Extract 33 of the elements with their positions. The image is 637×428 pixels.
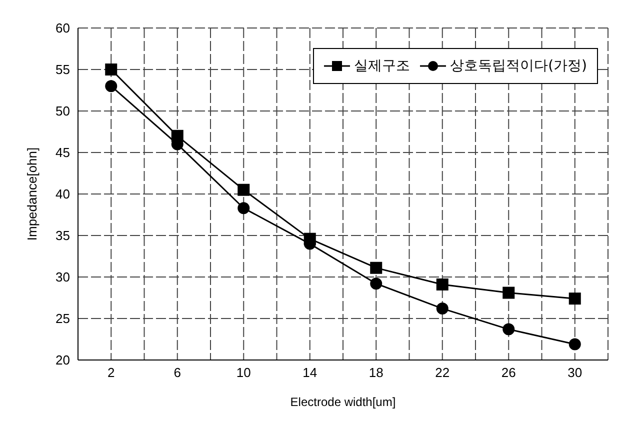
x-tick-label: 18	[368, 365, 384, 380]
y-axis-title: Impedance[ohn]	[24, 147, 40, 241]
x-tick-label: 10	[236, 365, 251, 380]
point	[238, 202, 250, 214]
point	[502, 286, 515, 299]
point	[568, 338, 581, 350]
point	[370, 262, 382, 274]
point	[370, 278, 382, 290]
y-tick-label: 60	[56, 20, 70, 36]
legend-label: 상호독립적이다(가정)	[450, 57, 587, 75]
y-tick-label: 50	[56, 104, 70, 119]
y-tick-label: 25	[56, 311, 70, 326]
x-tick-label: 6	[174, 365, 181, 380]
y-tick-label: 20	[56, 352, 70, 368]
x-tick-label: 26	[501, 365, 516, 380]
x-tick-label: 2	[108, 365, 115, 380]
legend-label: 실제구조	[354, 57, 410, 75]
x-tick-label: 22	[435, 365, 450, 380]
x-tick-label: 30	[568, 365, 582, 380]
y-tick-label: 55	[56, 62, 70, 78]
point	[105, 64, 118, 76]
y-tick-label: 45	[56, 145, 70, 160]
x-tick-label: 14	[302, 365, 318, 380]
x-axis-title: Electrode width[um]	[290, 395, 396, 409]
point	[502, 323, 515, 336]
point	[568, 292, 581, 305]
point	[238, 184, 250, 196]
y-tick-label: 40	[56, 186, 70, 202]
point	[436, 302, 448, 315]
point	[436, 278, 448, 290]
y-tick-label: 30	[56, 270, 70, 285]
point	[105, 80, 118, 92]
y-tick-label: 35	[56, 228, 70, 244]
